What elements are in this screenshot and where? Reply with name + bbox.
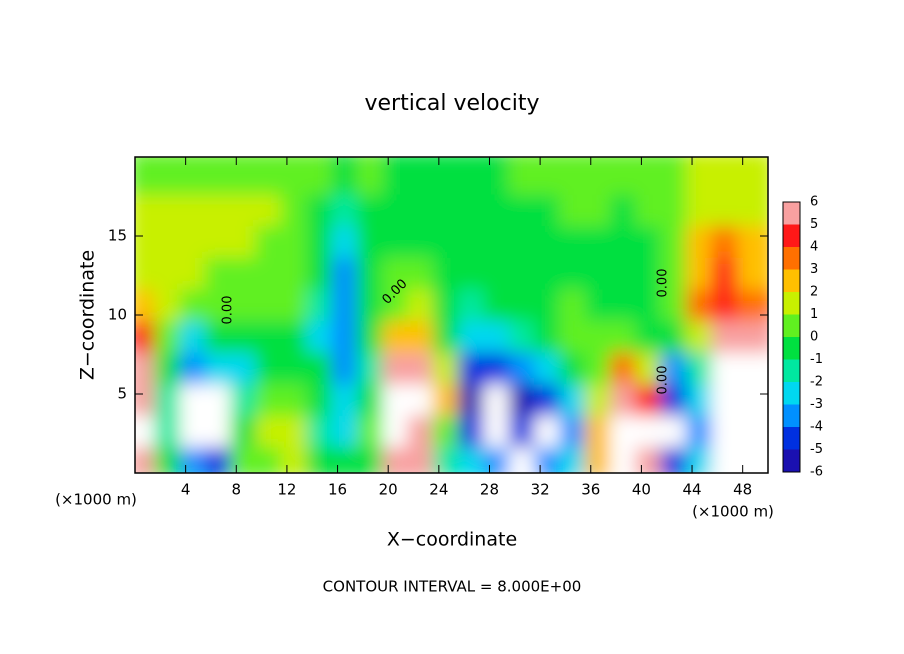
- colorbar-label: -2: [810, 375, 823, 390]
- x-tick-label: 36: [581, 481, 600, 499]
- colorbar-label: -5: [810, 442, 823, 457]
- contour-label: 0.00: [656, 269, 671, 298]
- x-tick-label: 4: [181, 481, 191, 499]
- colorbar-segment: [783, 337, 800, 360]
- colorbar-label: 1: [810, 307, 818, 322]
- x-tick-label: 16: [328, 481, 347, 499]
- colorbar-segment: [783, 269, 800, 292]
- y-tick-label: 5: [117, 385, 127, 403]
- x-tick-label: 48: [733, 481, 752, 499]
- colorbar-label: 6: [810, 195, 818, 210]
- x-unit-right: (×1000 m): [692, 503, 774, 521]
- colorbar-segment: [783, 382, 800, 405]
- contour-label: 0.00: [221, 296, 236, 325]
- cells: [135, 157, 768, 473]
- y-tick-label: 15: [108, 227, 127, 245]
- chart-title: vertical velocity: [364, 91, 539, 116]
- colorbar-segment: [783, 359, 800, 382]
- x-tick-label: 44: [682, 481, 701, 499]
- colorbar-label: 4: [810, 240, 818, 255]
- colorbar-label: 5: [810, 217, 818, 232]
- colorbar-segment: [783, 314, 800, 337]
- colorbar-label: -1: [810, 352, 823, 367]
- x-tick-label: 28: [480, 481, 499, 499]
- contour-label: 0.00: [656, 366, 671, 395]
- y-axis-label: Z−coordinate: [77, 250, 99, 380]
- colorbar-label: 2: [810, 285, 818, 300]
- colorbar-label: -4: [810, 420, 823, 435]
- colorbar-segment: [783, 427, 800, 450]
- x-tick-label: 32: [531, 481, 550, 499]
- cell: [736, 157, 768, 195]
- field: [135, 157, 768, 473]
- colorbar-segment: [783, 202, 800, 225]
- x-tick-label: 20: [379, 481, 398, 499]
- colorbar-segment: [783, 224, 800, 247]
- colorbar-segment: [783, 292, 800, 315]
- colorbar-label: -3: [810, 397, 823, 412]
- x-tick-label: 8: [232, 481, 242, 499]
- footer: CONTOUR INTERVAL = 8.000E+00: [323, 578, 582, 596]
- x-tick-label: 40: [632, 481, 651, 499]
- colorbar-segment: [783, 449, 800, 472]
- colorbar-label: 0: [810, 330, 818, 345]
- colorbar-segment: [783, 404, 800, 427]
- colorbar-label: -6: [810, 465, 823, 480]
- colorbar-frame: [782, 201, 801, 473]
- x-tick-label: 24: [429, 481, 448, 499]
- x-tick-label: 12: [277, 481, 296, 499]
- colorbar-segment: [783, 247, 800, 270]
- colorbar-label: 3: [810, 262, 818, 277]
- x-axis-label: X−coordinate: [387, 529, 517, 551]
- x-unit: (×1000 m): [55, 491, 137, 509]
- y-tick-label: 10: [108, 306, 127, 324]
